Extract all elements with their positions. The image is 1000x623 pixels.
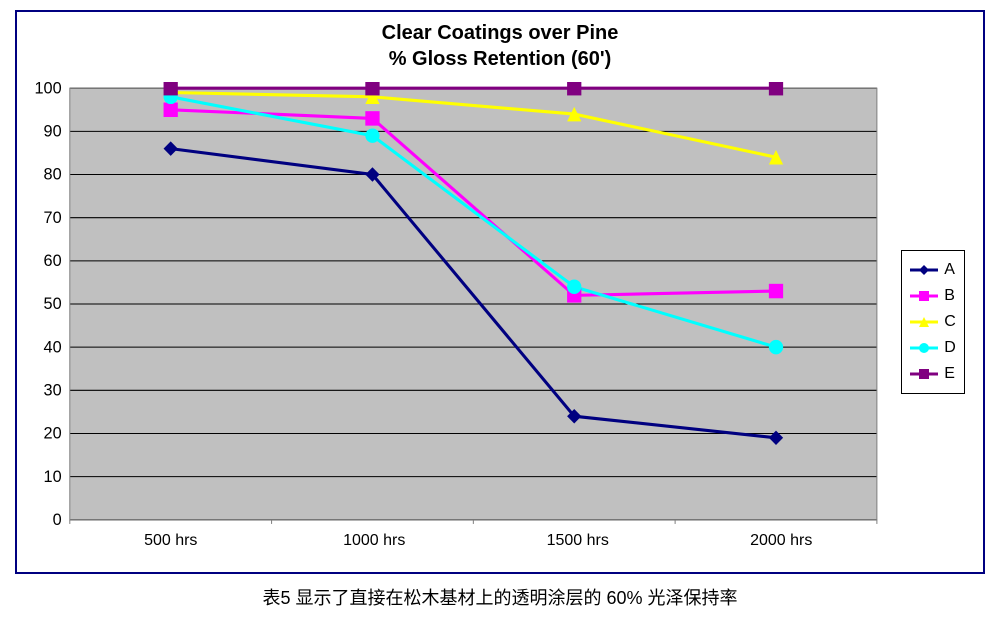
legend-column: ABCDE bbox=[883, 82, 973, 562]
x-axis-label: 1500 hrs bbox=[476, 532, 680, 550]
legend-label: C bbox=[944, 313, 956, 331]
svg-text:90: 90 bbox=[44, 122, 62, 140]
chart-title-line2: % Gloss Retention (60') bbox=[389, 48, 612, 70]
chart-title: Clear Coatings over Pine % Gloss Retenti… bbox=[17, 12, 983, 72]
svg-text:100: 100 bbox=[34, 82, 61, 97]
legend-item-B: B bbox=[910, 283, 956, 309]
svg-text:70: 70 bbox=[44, 209, 62, 227]
chart-wrapper: Clear Coatings over Pine % Gloss Retenti… bbox=[15, 10, 985, 610]
legend-item-E: E bbox=[910, 361, 956, 387]
legend-item-D: D bbox=[910, 335, 956, 361]
svg-text:20: 20 bbox=[44, 425, 62, 443]
svg-text:40: 40 bbox=[44, 338, 62, 356]
chart-box: Clear Coatings over Pine % Gloss Retenti… bbox=[15, 10, 985, 574]
line-chart: 0 10 20 30 40 50 60 70 80 90 100 bbox=[27, 82, 883, 526]
x-axis-label: 500 hrs bbox=[69, 532, 273, 550]
legend-label: D bbox=[944, 339, 956, 357]
plot-svg-wrap: 0 10 20 30 40 50 60 70 80 90 100 bbox=[27, 82, 883, 526]
svg-text:30: 30 bbox=[44, 381, 62, 399]
svg-text:0: 0 bbox=[53, 511, 62, 526]
legend-item-A: A bbox=[910, 257, 956, 283]
chart-title-line1: Clear Coatings over Pine bbox=[382, 22, 619, 44]
legend-label: E bbox=[944, 365, 955, 383]
x-axis-label: 2000 hrs bbox=[680, 532, 884, 550]
legend-label: B bbox=[944, 287, 955, 305]
legend-label: A bbox=[944, 261, 955, 279]
svg-text:60: 60 bbox=[44, 252, 62, 270]
svg-text:10: 10 bbox=[44, 468, 62, 486]
legend-item-C: C bbox=[910, 309, 956, 335]
x-axis-label: 1000 hrs bbox=[273, 532, 477, 550]
legend: ABCDE bbox=[901, 250, 965, 394]
plot-column: 0 10 20 30 40 50 60 70 80 90 100 500 hrs1000 hrs15… bbox=[27, 82, 883, 562]
svg-text:50: 50 bbox=[44, 295, 62, 313]
figure-caption: 表5 显示了直接在松木基材上的透明涂层的 60% 光泽保持率 bbox=[15, 574, 985, 610]
chart-body: 0 10 20 30 40 50 60 70 80 90 100 500 hrs1000 hrs15… bbox=[17, 72, 983, 572]
x-axis-labels: 500 hrs1000 hrs1500 hrs2000 hrs bbox=[27, 526, 883, 562]
svg-text:80: 80 bbox=[44, 166, 62, 184]
